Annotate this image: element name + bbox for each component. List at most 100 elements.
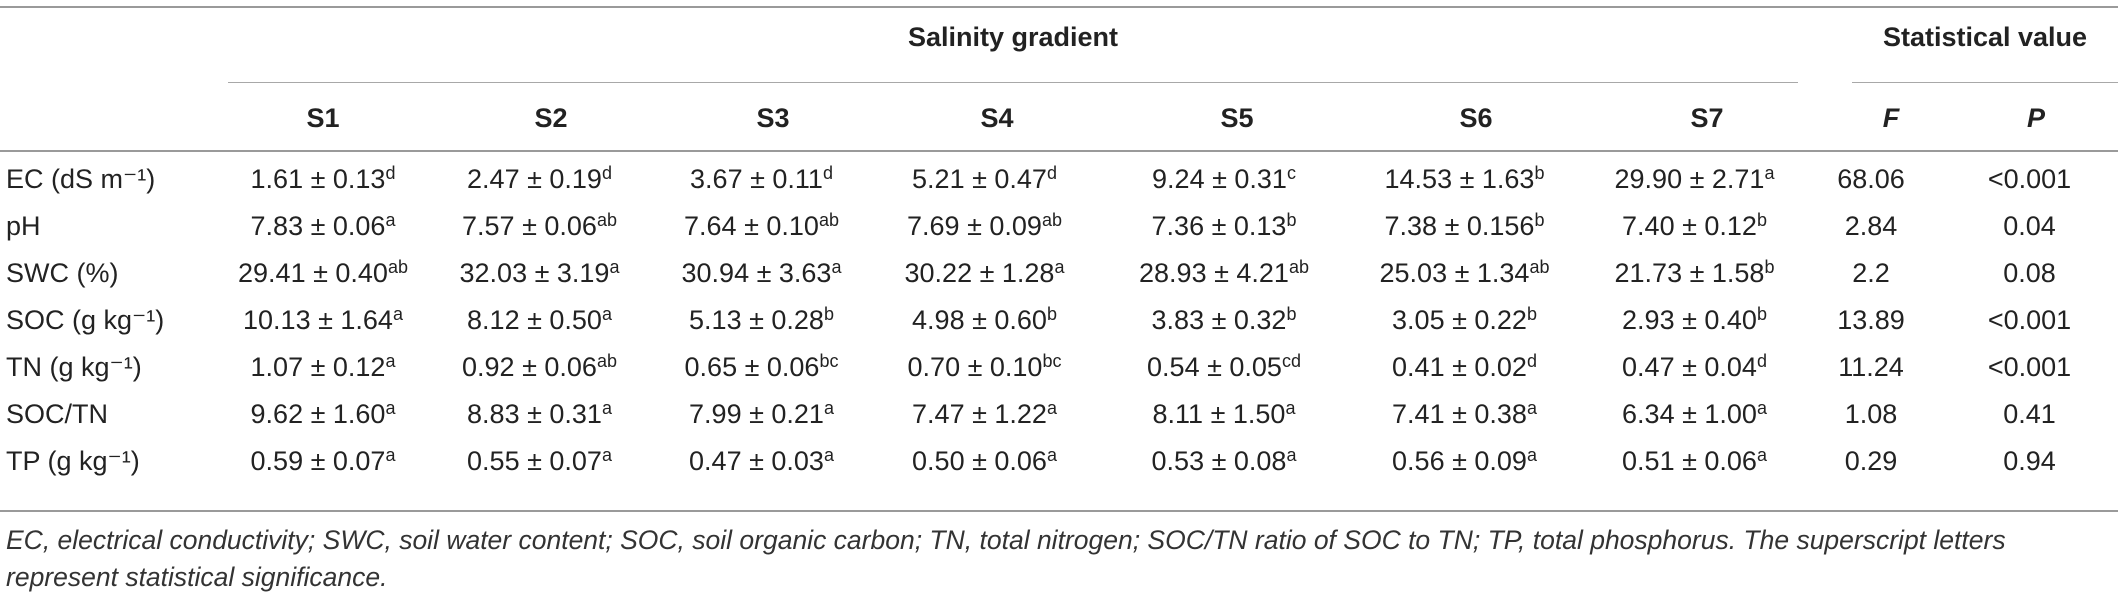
cell-s3: 0.47 ± 0.03a (661, 438, 862, 485)
cell-s2: 0.92 ± 0.06ab (418, 344, 661, 391)
cell-value: 0.56 ± 0.09 (1392, 446, 1527, 476)
cell-value: 0.47 ± 0.04 (1622, 352, 1757, 382)
cell-f-value: 68.06 (1837, 164, 1905, 194)
cell-s5: 3.83 ± 0.32b (1107, 297, 1341, 344)
column-header-s4: S4 (980, 103, 1014, 133)
significance-letter: a (609, 257, 620, 277)
significance-letter: ab (1041, 210, 1062, 230)
significance-letter: a (601, 398, 612, 418)
cell-value: 5.21 ± 0.47 (912, 164, 1047, 194)
cell-value: 8.83 ± 0.31 (467, 399, 602, 429)
cell-value: 2.47 ± 0.19 (467, 164, 602, 194)
significance-letter: b (1286, 304, 1297, 324)
cell-s7: 0.51 ± 0.06a (1588, 438, 1801, 485)
cell-value: 0.55 ± 0.07 (467, 446, 602, 476)
significance-letter: a (823, 398, 834, 418)
cell-value: 1.07 ± 0.12 (250, 352, 386, 382)
cell-f-value: 2.2 (1852, 258, 1890, 288)
data-table: EC (dS m⁻¹) 1.61 ± 0.13d 2.47 ± 0.19d 3.67 … (0, 156, 2118, 485)
significance-letter: bc (819, 351, 839, 371)
cell-s4: 0.70 ± 0.10bc (862, 344, 1107, 391)
cell-s3: 30.94 ± 3.63a (661, 250, 862, 297)
cell-s6: 0.56 ± 0.09a (1341, 438, 1588, 485)
significance-letter: a (1764, 163, 1775, 183)
column-header-p: P (2026, 103, 2045, 133)
table-row: TP (g kg⁻¹) 0.59 ± 0.07a 0.55 ± 0.07a 0.47 … (0, 438, 2118, 485)
cell-s6: 7.38 ± 0.156b (1341, 203, 1588, 250)
cell-s2: 2.47 ± 0.19d (418, 156, 661, 203)
row-label: TP (g kg⁻¹) (6, 446, 140, 476)
cell-value: 30.22 ± 1.28 (904, 258, 1055, 288)
cell-s2: 7.57 ± 0.06ab (418, 203, 661, 250)
cell-s4: 5.21 ± 0.47d (862, 156, 1107, 203)
cell-value: 7.36 ± 0.13 (1151, 211, 1287, 241)
significance-letter: b (1534, 163, 1545, 183)
cell-s6: 3.05 ± 0.22b (1341, 297, 1588, 344)
significance-letter: b (1764, 257, 1775, 277)
significance-letter: bc (1042, 351, 1062, 371)
cell-s2: 8.83 ± 0.31a (418, 391, 661, 438)
cell-value: 6.34 ± 1.00 (1622, 399, 1757, 429)
column-header-s2: S2 (534, 103, 568, 133)
significance-letter: d (1046, 163, 1057, 183)
significance-letter: b (1534, 210, 1545, 230)
table-row: pH 7.83 ± 0.06a 7.57 ± 0.06ab 7.64 ± 0.10ab… (0, 203, 2118, 250)
significance-letter: d (1756, 351, 1767, 371)
significance-letter: a (1756, 398, 1767, 418)
cell-p-value: <0.001 (1987, 305, 2072, 335)
cell-value: 10.13 ± 1.64 (243, 305, 393, 335)
cell-s6: 14.53 ± 1.63b (1341, 156, 1588, 203)
significance-letter: a (1046, 445, 1057, 465)
cell-s2: 8.12 ± 0.50a (418, 297, 661, 344)
cell-s1: 10.13 ± 1.64a (228, 297, 418, 344)
table-footnote: EC, electrical conductivity; SWC, soil w… (6, 525, 2006, 592)
cell-value: 3.05 ± 0.22 (1392, 305, 1527, 335)
cell-p-value: 0.94 (2003, 446, 2056, 476)
cell-s4: 30.22 ± 1.28a (862, 250, 1107, 297)
cell-p-value: 0.41 (2003, 399, 2056, 429)
cell-value: 0.50 ± 0.06 (912, 446, 1047, 476)
group-header-statistical-value: Statistical value (1882, 22, 2088, 52)
column-header-s6: S6 (1459, 103, 1493, 133)
row-label: SOC/TN (6, 399, 109, 429)
cell-s5: 8.11 ± 1.50a (1107, 391, 1341, 438)
cell-value: 7.47 ± 1.22 (912, 399, 1047, 429)
cell-s5: 0.54 ± 0.05cd (1107, 344, 1341, 391)
significance-letter: a (392, 304, 403, 324)
cell-s3: 7.99 ± 0.21a (661, 391, 862, 438)
row-label: EC (dS m⁻¹) (6, 164, 156, 194)
significance-letter: ab (596, 210, 617, 230)
cell-s3: 3.67 ± 0.11d (661, 156, 862, 203)
cell-f-value: 2.84 (1844, 211, 1898, 241)
cell-value: 7.41 ± 0.38 (1392, 399, 1527, 429)
cell-f-value: 0.29 (1844, 446, 1898, 476)
cell-value: 0.65 ± 0.06 (684, 352, 820, 382)
cell-s2: 32.03 ± 3.19a (418, 250, 661, 297)
cell-value: 5.13 ± 0.28 (689, 305, 824, 335)
column-header-s5: S5 (1220, 103, 1254, 133)
cell-s3: 0.65 ± 0.06bc (661, 344, 862, 391)
significance-letter: a (601, 304, 612, 324)
significance-letter: a (1054, 257, 1065, 277)
cell-s3: 7.64 ± 0.10ab (661, 203, 862, 250)
significance-letter: a (385, 210, 396, 230)
cell-value: 7.40 ± 0.12 (1622, 211, 1757, 241)
column-header-s7: S7 (1690, 103, 1724, 133)
cell-s1: 29.41 ± 0.40ab (228, 250, 418, 297)
row-label: SWC (%) (6, 258, 119, 288)
significance-letter: ab (1529, 257, 1550, 277)
cell-s6: 7.41 ± 0.38a (1341, 391, 1588, 438)
significance-letter: b (1756, 210, 1767, 230)
significance-letter: d (822, 163, 833, 183)
cell-value: 0.51 ± 0.06 (1622, 446, 1757, 476)
significance-letter: a (1756, 445, 1767, 465)
cell-f-value: 11.24 (1838, 352, 1904, 382)
significance-letter: b (1046, 304, 1057, 324)
table-row: TN (g kg⁻¹) 1.07 ± 0.12a 0.92 ± 0.06ab 0.65… (0, 344, 2118, 391)
group-header-salinity-gradient: Salinity gradient (907, 22, 1119, 52)
row-label: pH (6, 211, 41, 241)
cell-f-value: 1.08 (1844, 399, 1898, 429)
significance-letter: cd (1281, 351, 1301, 371)
significance-letter: a (601, 445, 612, 465)
column-header-s3: S3 (756, 103, 790, 133)
